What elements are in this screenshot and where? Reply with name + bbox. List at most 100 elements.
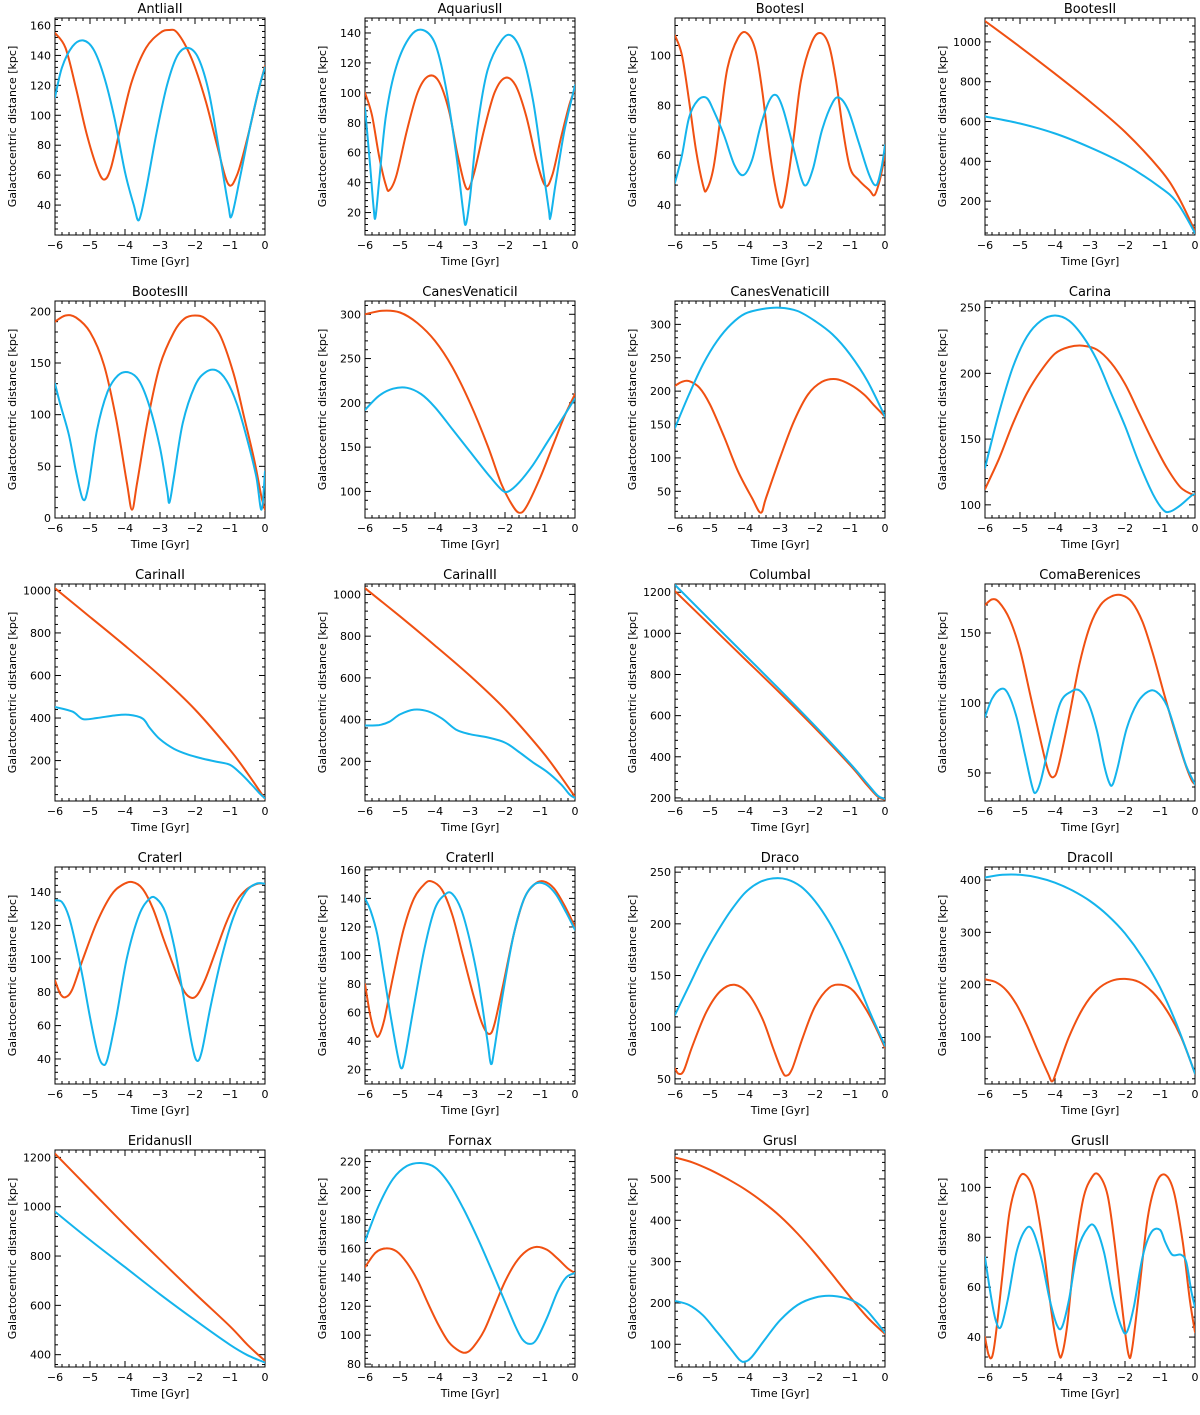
panel-title: Carina: [1069, 285, 1111, 300]
series-line-blue: [365, 28, 575, 226]
x-tick-label: −1: [842, 522, 858, 535]
x-tick-label: −5: [1012, 522, 1028, 535]
series-line-blue: [985, 314, 1195, 514]
y-tick-label: 50: [657, 485, 671, 498]
x-tick-label: −2: [807, 239, 823, 252]
y-tick-label: 800: [960, 76, 981, 89]
y-tick-label: 120: [340, 1300, 361, 1313]
x-tick-label: 0: [572, 1088, 579, 1101]
series-line-orange: [985, 1172, 1195, 1360]
y-tick-label: 200: [960, 195, 981, 208]
x-tick-label: −1: [532, 1371, 548, 1384]
x-axis-label: Time [Gyr]: [130, 821, 190, 834]
y-tick-label: 120: [340, 921, 361, 934]
x-tick-label: −2: [807, 1088, 823, 1101]
x-tick-label: 0: [882, 1371, 889, 1384]
x-tick-label: 0: [1192, 522, 1199, 535]
y-tick-label: 80: [347, 978, 361, 991]
x-tick-label: −2: [187, 805, 203, 818]
y-tick-label: 250: [650, 866, 671, 879]
x-tick-label: −3: [1082, 805, 1098, 818]
x-axis-label: Time [Gyr]: [130, 1104, 190, 1117]
x-tick-label: 0: [882, 1088, 889, 1101]
y-tick-label: 200: [650, 385, 671, 398]
chart-panel-craterii: CraterII −6 −5 −4 −3 −2 −1 0 20 40 60 80 100 120 140 16…: [316, 851, 579, 1117]
series-line-orange: [675, 377, 885, 514]
panel-title: GrusI: [763, 1134, 797, 1149]
chart-panel-canesvenaticiii: CanesVenaticiII −6 −5 −4 −3 −2 −1 0 50 100 150 200 2…: [626, 285, 889, 551]
x-tick-label: −1: [1152, 1371, 1168, 1384]
chart-panel-eridanusii: EridanusII −6 −5 −4 −3 −2 −1 0 400 600 800 1000 1200…: [6, 1134, 269, 1400]
x-tick-label: −6: [667, 522, 683, 535]
x-tick-label: −3: [462, 239, 478, 252]
series-line-blue: [675, 306, 885, 429]
x-tick-label: −2: [187, 1371, 203, 1384]
x-tick-label: −1: [222, 522, 238, 535]
x-tick-label: −6: [667, 1371, 683, 1384]
x-tick-label: 0: [572, 239, 579, 252]
x-tick-label: −4: [117, 1371, 133, 1384]
y-tick-label: 150: [960, 433, 981, 446]
y-tick-label: 100: [650, 49, 671, 62]
chart-panel-antliaii: AntliaII −6 −5 −4 −3 −2 −1 0 40 60 80 100 120 140 160 T…: [6, 2, 269, 268]
x-tick-label: −4: [737, 805, 753, 818]
x-axis-label: Time [Gyr]: [440, 1387, 500, 1400]
y-tick-label: 800: [650, 669, 671, 682]
x-tick-label: 0: [572, 522, 579, 535]
x-tick-label: −2: [497, 1371, 513, 1384]
chart-panel-canesvenaticii: CanesVenaticiI −6 −5 −4 −3 −2 −1 0 100 150 200 250 3…: [316, 285, 579, 551]
y-tick-label: 20: [347, 207, 361, 220]
x-tick-label: −6: [977, 1371, 993, 1384]
y-tick-label: 50: [37, 460, 51, 473]
panel-title: AquariusII: [438, 2, 503, 17]
x-tick-label: −3: [152, 1371, 168, 1384]
y-tick-label: 250: [960, 302, 981, 315]
y-axis-label: Galactocentric distance [kpc]: [6, 329, 19, 490]
x-tick-label: −2: [1117, 805, 1133, 818]
series-line-orange: [365, 587, 575, 798]
series-line-blue: [55, 1210, 265, 1364]
y-tick-label: 40: [347, 1035, 361, 1048]
x-tick-label: −5: [82, 1371, 98, 1384]
x-axis-label: Time [Gyr]: [750, 255, 810, 268]
y-tick-label: 100: [340, 950, 361, 963]
panel-title: CraterII: [446, 851, 495, 866]
y-tick-label: 60: [657, 149, 671, 162]
series-line-orange: [675, 31, 885, 209]
x-axis-label: Time [Gyr]: [440, 821, 500, 834]
y-tick-label: 150: [650, 970, 671, 983]
y-tick-label: 40: [37, 199, 51, 212]
series-line-orange: [55, 314, 265, 511]
x-tick-label: −1: [842, 1371, 858, 1384]
x-tick-label: 0: [1192, 1371, 1199, 1384]
y-tick-label: 200: [650, 1297, 671, 1310]
y-tick-label: 200: [960, 979, 981, 992]
x-tick-label: −4: [737, 239, 753, 252]
y-axis-label: Galactocentric distance [kpc]: [936, 612, 949, 773]
chart-panel-bootesi: BootesI −6 −5 −4 −3 −2 −1 0 40 60 80 100 Time [Gyr] G…: [626, 2, 889, 268]
y-tick-label: 220: [340, 1156, 361, 1169]
x-tick-label: −5: [392, 1371, 408, 1384]
x-tick-label: −5: [82, 1088, 98, 1101]
plot-frame: [674, 866, 886, 1085]
x-axis-label: Time [Gyr]: [1060, 255, 1120, 268]
x-tick-label: −5: [1012, 239, 1028, 252]
series-line-blue: [675, 93, 885, 187]
y-tick-label: 1000: [23, 1201, 51, 1214]
y-tick-label: 60: [347, 147, 361, 160]
y-tick-label: 400: [960, 155, 981, 168]
x-tick-label: −4: [117, 805, 133, 818]
y-tick-label: 180: [340, 1213, 361, 1226]
x-tick-label: −5: [392, 1088, 408, 1101]
x-tick-label: −3: [462, 1371, 478, 1384]
plot-frame: [54, 300, 266, 519]
y-axis-label: Galactocentric distance [kpc]: [6, 46, 19, 207]
x-tick-label: 0: [262, 805, 269, 818]
y-tick-label: 100: [30, 109, 51, 122]
x-tick-label: −6: [977, 522, 993, 535]
x-tick-label: −1: [1152, 522, 1168, 535]
x-tick-label: −4: [117, 1088, 133, 1101]
x-tick-label: −2: [187, 522, 203, 535]
panel-title: BootesII: [1064, 2, 1116, 17]
x-tick-label: −1: [842, 239, 858, 252]
